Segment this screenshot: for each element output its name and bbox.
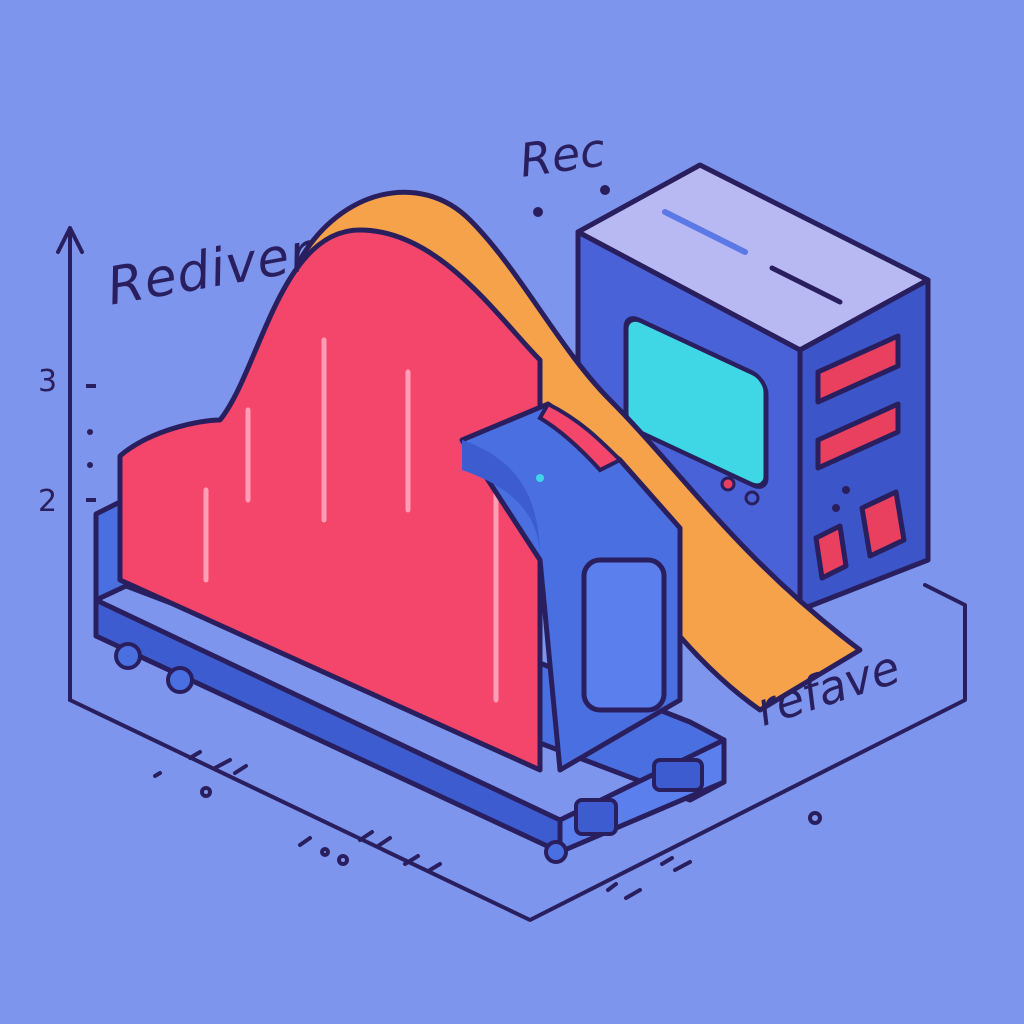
wave-highlights — [203, 337, 499, 703]
printer-head — [459, 401, 683, 773]
floor-dashes — [153, 185, 822, 900]
axis-tick-2: 2 — [38, 484, 58, 519]
label-rec: Rec — [516, 122, 609, 188]
axis-tick-3: 3 — [38, 364, 58, 399]
wave-chart-icon — [117, 227, 543, 773]
y-axis-arrow-icon — [56, 226, 96, 702]
server-tower-icon — [575, 162, 931, 613]
server-screen — [623, 316, 769, 489]
